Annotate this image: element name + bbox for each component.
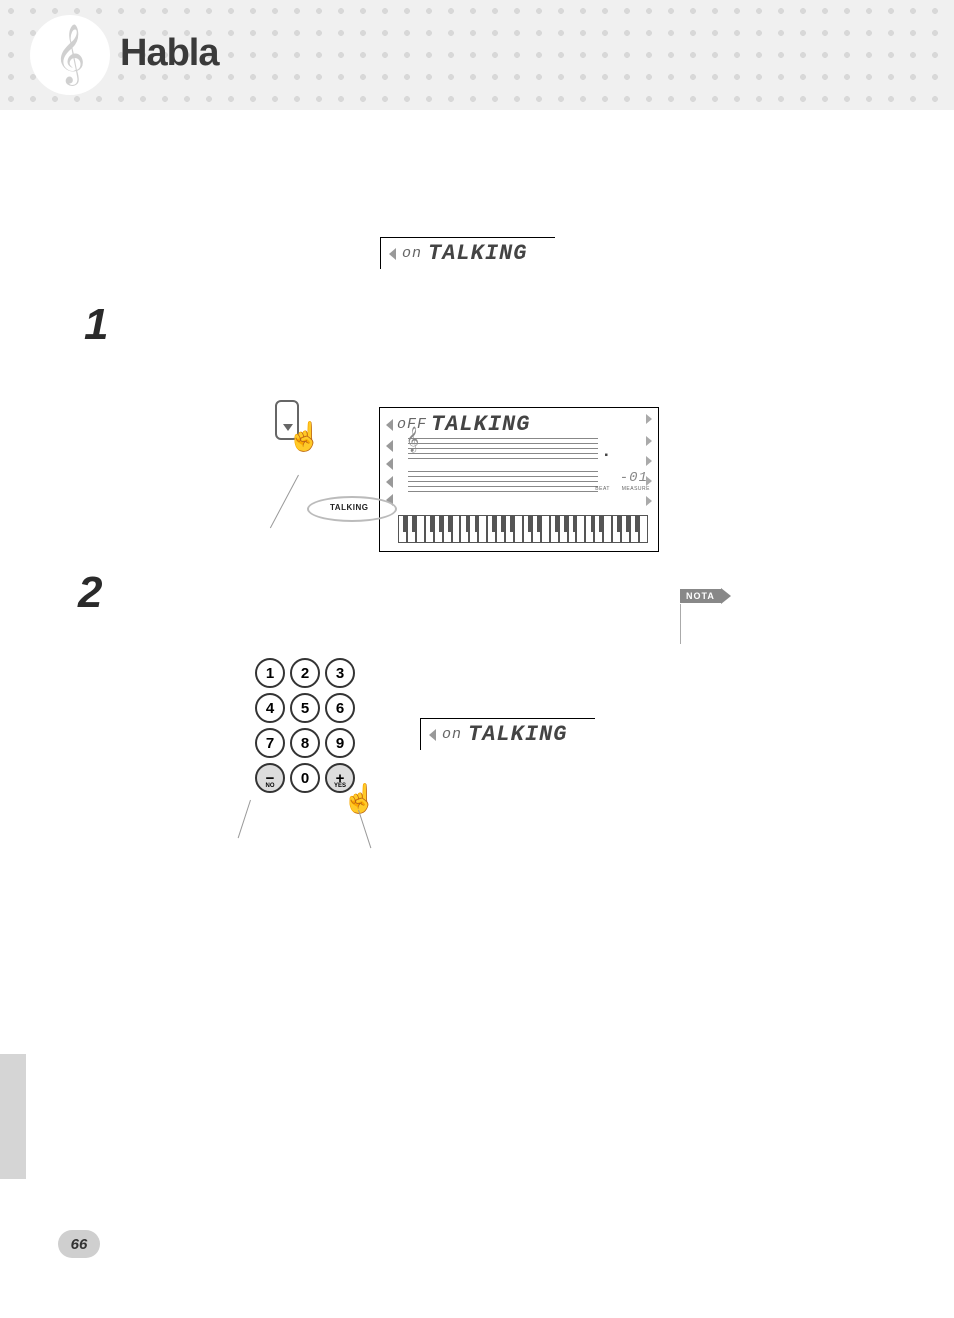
lcd-label-off: TALKING	[431, 412, 530, 437]
keypad-3[interactable]: 3	[325, 658, 355, 688]
nota-label: NOTA	[680, 589, 721, 603]
keypad-6[interactable]: 6	[325, 693, 355, 723]
numeric-keypad: 1 2 3 4 5 6 7 8 9 − NO 0 + YES	[255, 658, 357, 795]
lcd-status-on-1: on	[402, 245, 422, 262]
arrow-right-icon	[646, 414, 652, 424]
nota-flag: NOTA	[680, 588, 731, 604]
treble-clef-icon: 𝄞	[406, 426, 419, 452]
nota-divider	[680, 604, 681, 644]
arrow-left-icon	[386, 440, 393, 452]
arrow-left-icon	[429, 729, 436, 741]
measure-value: -01	[620, 470, 648, 486]
keypad-minus-no[interactable]: − NO	[255, 763, 285, 793]
keypad-1[interactable]: 1	[255, 658, 285, 688]
lcd-strip-on-2: on TALKING	[420, 718, 595, 750]
arrow-right-icon	[646, 496, 652, 506]
music-staff: 𝄞	[408, 438, 598, 498]
arrow-left-icon	[389, 248, 396, 260]
tempo-icon: ▪	[604, 450, 608, 461]
mini-keyboard	[398, 515, 648, 543]
talking-caption: TALKING	[330, 503, 368, 512]
step-number-2: 2	[78, 568, 102, 618]
leader-line	[270, 475, 299, 528]
keypad-8[interactable]: 8	[290, 728, 320, 758]
lcd-status-on-2: on	[442, 726, 462, 743]
lcd-display-panel: oFF TALKING 𝄞 ▪ -01 BEAT MEASURE	[379, 407, 659, 552]
hand-pointer-icon: ☝	[287, 420, 322, 453]
arrow-right-icon	[646, 436, 652, 446]
beat-label: BEAT	[595, 486, 610, 492]
arrow-left-icon	[386, 419, 393, 431]
treble-clef-icon: 𝄞	[30, 15, 110, 95]
arrow-left-icon	[386, 458, 393, 470]
keypad-0[interactable]: 0	[290, 763, 320, 793]
no-sublabel: NO	[266, 783, 275, 789]
keypad-4[interactable]: 4	[255, 693, 285, 723]
header-banner: 𝄞 Habla	[0, 0, 954, 110]
keypad-2[interactable]: 2	[290, 658, 320, 688]
measure-label: MEASURE	[622, 486, 650, 492]
lcd-label-talking-2: TALKING	[468, 722, 567, 747]
page-title: Habla	[120, 32, 218, 75]
keypad-9[interactable]: 9	[325, 728, 355, 758]
side-tab	[0, 1054, 26, 1179]
flag-edge-icon	[721, 588, 731, 604]
arrow-left-icon	[386, 476, 393, 488]
page-number: 66	[58, 1230, 100, 1258]
lcd-strip-on-1: on TALKING	[380, 237, 555, 269]
arrow-right-icon	[646, 456, 652, 466]
leader-line	[358, 810, 371, 848]
button-press-illustration: ☝	[275, 400, 345, 480]
lcd-label-talking-1: TALKING	[428, 241, 527, 266]
keypad-7[interactable]: 7	[255, 728, 285, 758]
leader-line	[238, 800, 251, 838]
hand-pointer-icon: ☝	[342, 782, 377, 815]
step-number-1: 1	[84, 300, 108, 350]
keypad-5[interactable]: 5	[290, 693, 320, 723]
